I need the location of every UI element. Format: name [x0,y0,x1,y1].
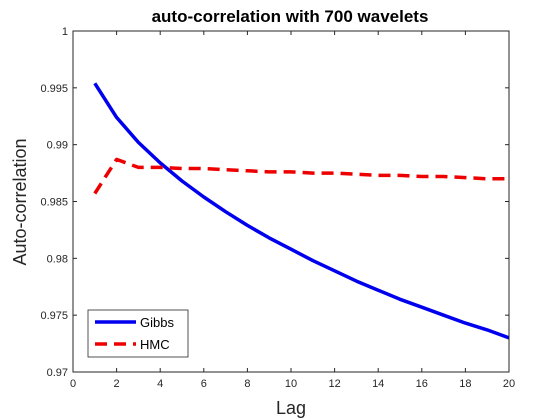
y-tick-label: 0.98 [47,253,68,265]
x-tick-label: 8 [244,378,250,390]
y-tick-label: 0.985 [40,197,68,209]
chart-title: auto-correlation with 700 wavelets [152,7,429,26]
x-tick-label: 16 [416,378,428,390]
x-tick-label: 14 [372,378,384,390]
y-tick-label: 0.97 [47,367,68,379]
x-tick-label: 2 [114,378,120,390]
x-tick-label: 6 [201,378,207,390]
y-tick-label: 1 [62,26,68,38]
y-tick-label: 0.995 [40,83,68,95]
series-line-hmc [93,157,509,195]
x-tick-label: 12 [328,378,340,390]
y-tick-label: 0.975 [40,310,68,322]
legend-label-hmc: HMC [140,337,170,352]
y-axis-label: Auto-correlation [10,138,30,265]
x-tick-label: 10 [285,378,297,390]
legend: Gibbs HMC [87,309,189,358]
x-tick-label: 18 [459,378,471,390]
x-tick-label: 0 [70,378,76,390]
x-tick-label: 4 [157,378,163,390]
y-axis: 0.97 0.975 0.98 0.985 0.99 0.995 1 [40,26,509,379]
x-tick-label: 20 [503,378,515,390]
legend-box [87,309,189,358]
series-line-gibbs [93,82,510,340]
legend-label-gibbs: Gibbs [140,315,174,330]
x-axis-label: Lag [276,398,306,418]
x-axis: 0 2 4 6 8 10 12 14 16 18 20 [70,31,515,390]
series-layer [93,82,510,340]
y-tick-label: 0.99 [47,140,68,152]
